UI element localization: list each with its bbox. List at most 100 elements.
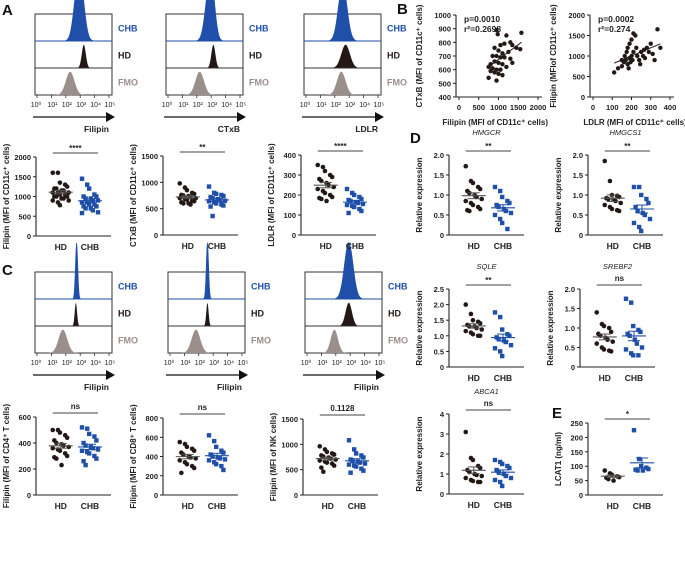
data-point-hd (611, 478, 616, 483)
x-tick-label: 10² (62, 102, 73, 109)
data-point-hd (64, 435, 70, 441)
data-point (518, 46, 523, 52)
y-axis-label: Filipin (MFIof CD11c⁺ cells) (549, 4, 558, 108)
data-point-hd (191, 198, 197, 204)
data-point-chb (639, 192, 644, 198)
histogram-track-chb (35, 0, 112, 42)
data-point-hd (315, 186, 321, 192)
y-tick-label: 500 (285, 466, 298, 475)
y-tick-label: 500 (145, 205, 158, 214)
y-tick-label: 300 (283, 171, 296, 180)
gene-title: HMGCR (472, 128, 501, 137)
data-point (623, 57, 628, 63)
chart-svg: 0 0.5 1.0 1.5 2.0 Relative expression SREBF2 HD… (546, 262, 655, 383)
chart-svg: 0 0.5 1.0 1.5 2.0 2.5 Relative expression SQLE H… (415, 262, 524, 383)
data-point-chb (206, 433, 212, 438)
data-point-hd (609, 206, 615, 212)
y-tick-label: 1.5 (434, 171, 444, 180)
data-point (625, 45, 630, 50)
y-tick-label: 500 (572, 73, 585, 82)
data-point-chb (83, 206, 88, 211)
y-axis-label: CTxB (MFI of CD11c⁺ cells) (415, 4, 424, 107)
data-point-hd (463, 198, 469, 204)
data-point-hd (477, 206, 483, 212)
x-tick-label: 10¹ (180, 360, 191, 367)
histogram-track-hd (168, 302, 245, 326)
histogram-track-fmo (305, 329, 382, 353)
significance-label: * (626, 410, 630, 419)
data-point (637, 62, 643, 67)
x-label-hd: HD (468, 500, 480, 510)
x-tick-label: 10³ (76, 360, 87, 367)
data-point (498, 55, 503, 60)
data-point (486, 75, 491, 81)
x-tick-label: 10⁴ (359, 102, 370, 109)
data-point (622, 53, 627, 59)
track-label-fmo: FMO (251, 336, 271, 346)
data-point-chb (348, 198, 353, 204)
data-point-hd (479, 327, 485, 332)
data-point-hd (64, 184, 70, 189)
y-tick-label: 0 (440, 490, 444, 499)
data-point-hd (470, 331, 476, 337)
chart-svg: 0 1 2 3 4 Relative expression ABCA1 HD CHB ns (415, 387, 524, 510)
x-tick-label: 10⁵ (375, 360, 386, 367)
data-point (642, 55, 648, 61)
y-tick-label: 0 (440, 231, 444, 240)
data-point (519, 30, 524, 35)
chart-svg: 0 100 200 300 400 LDLR (MFI of CD11c⁺ cells) H… (267, 142, 376, 251)
y-tick-label: 0 (154, 491, 158, 500)
x-tick-label: 10⁰ (31, 101, 42, 109)
data-point-chb (87, 186, 92, 191)
track-label-chb: CHB (388, 282, 408, 292)
y-tick-label: 600 (145, 433, 158, 442)
data-point-hd (320, 164, 326, 170)
data-point (494, 53, 499, 59)
data-point-chb (79, 210, 85, 216)
significance-label: ns (71, 402, 81, 411)
track-label-hd: HD (118, 309, 131, 319)
x-label-chb: CHB (81, 242, 99, 252)
data-point (658, 45, 663, 50)
y-tick-label: 100 (570, 462, 583, 471)
data-point-hd (59, 462, 64, 468)
y-tick-label: 1.0 (565, 324, 575, 333)
data-point-hd (319, 196, 324, 202)
data-point-chb (79, 448, 85, 453)
x-tick-label: 10³ (346, 360, 357, 367)
x-tick-label: 10⁰ (301, 359, 312, 367)
y-tick-label: 0 (571, 363, 575, 372)
data-point-chb (359, 196, 364, 202)
data-point-hd (467, 208, 472, 214)
y-axis-label: Relative expression (546, 290, 555, 365)
y-tick-label: 0.5 (434, 211, 444, 220)
y-tick-label: 0 (581, 93, 585, 102)
data-point-chb (507, 333, 512, 338)
data-point-chb (508, 210, 514, 216)
y-tick-label: 2.0 (565, 285, 575, 294)
y-axis-label: Relative expression (415, 157, 424, 232)
data-point-chb (344, 186, 350, 192)
y-tick-label: 200 (570, 433, 583, 442)
data-point-chb (95, 447, 101, 452)
data-point (504, 64, 509, 70)
x-tick-label: 200 (625, 103, 638, 112)
x-tick-label: 10⁵ (236, 102, 247, 109)
data-point (619, 64, 625, 69)
y-axis-label: Filipin (MFI of CD8⁺ T cells) (129, 404, 138, 509)
data-point-hd (181, 201, 186, 206)
y-tick-label: 1000 (281, 440, 298, 449)
data-point-chb (94, 194, 99, 199)
data-point (496, 71, 501, 76)
data-point-hd (463, 475, 469, 481)
histogram-track-hd (305, 302, 382, 326)
data-point (504, 33, 509, 38)
data-point (494, 27, 499, 33)
data-point-hd (594, 310, 600, 315)
data-point-hd (479, 473, 485, 479)
data-point-hd (50, 198, 56, 203)
data-point-hd (64, 194, 70, 199)
data-point-chb (221, 467, 226, 473)
